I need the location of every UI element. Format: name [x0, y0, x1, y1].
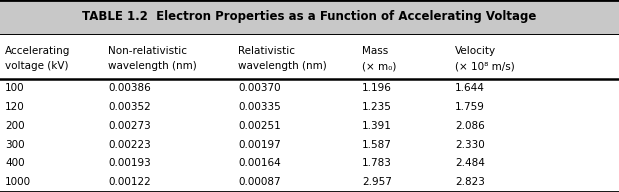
- Bar: [0, 173, 619, 192]
- Text: 1000: 1000: [5, 177, 31, 187]
- Text: 2.330: 2.330: [455, 140, 485, 150]
- Text: wavelength (nm): wavelength (nm): [108, 61, 197, 71]
- Text: voltage (kV): voltage (kV): [5, 61, 69, 71]
- Text: 120: 120: [5, 102, 25, 112]
- Text: 0.00251: 0.00251: [238, 121, 281, 131]
- Text: TABLE 1.2  Electron Properties as a Function of Accelerating Voltage: TABLE 1.2 Electron Properties as a Funct…: [82, 10, 537, 23]
- Bar: [0, 116, 619, 135]
- Text: 2.823: 2.823: [455, 177, 485, 187]
- Text: 2.086: 2.086: [455, 121, 485, 131]
- Bar: [0, 34, 619, 79]
- Text: 1.644: 1.644: [455, 83, 485, 93]
- Text: 200: 200: [5, 121, 25, 131]
- Text: 0.00386: 0.00386: [108, 83, 151, 93]
- Text: Non-relativistic: Non-relativistic: [108, 46, 188, 56]
- Text: 1.587: 1.587: [362, 140, 392, 150]
- Text: wavelength (nm): wavelength (nm): [238, 61, 327, 71]
- Text: Velocity: Velocity: [455, 46, 496, 56]
- Text: 0.00273: 0.00273: [108, 121, 151, 131]
- Text: 2.484: 2.484: [455, 158, 485, 168]
- Text: 2.957: 2.957: [362, 177, 392, 187]
- Bar: [0, 0, 619, 34]
- Bar: [0, 79, 619, 98]
- Text: 1.391: 1.391: [362, 121, 392, 131]
- Text: (× 10⁸ m/s): (× 10⁸ m/s): [455, 61, 515, 71]
- Text: 0.00122: 0.00122: [108, 177, 151, 187]
- Text: 300: 300: [5, 140, 25, 150]
- Text: 0.00335: 0.00335: [238, 102, 281, 112]
- Text: 1.759: 1.759: [455, 102, 485, 112]
- Text: 400: 400: [5, 158, 25, 168]
- Text: 0.00193: 0.00193: [108, 158, 151, 168]
- Text: Accelerating: Accelerating: [5, 46, 71, 56]
- Text: (× m₀): (× m₀): [362, 61, 397, 71]
- Bar: [0, 98, 619, 116]
- Text: 1.235: 1.235: [362, 102, 392, 112]
- Bar: [0, 135, 619, 154]
- Text: Mass: Mass: [362, 46, 388, 56]
- Text: 0.00352: 0.00352: [108, 102, 151, 112]
- Text: 0.00223: 0.00223: [108, 140, 151, 150]
- Bar: [0, 154, 619, 173]
- Text: 0.00164: 0.00164: [238, 158, 281, 168]
- Text: 100: 100: [5, 83, 25, 93]
- Text: 0.00370: 0.00370: [238, 83, 281, 93]
- Text: 0.00197: 0.00197: [238, 140, 281, 150]
- Text: Relativistic: Relativistic: [238, 46, 295, 56]
- Text: 0.00087: 0.00087: [238, 177, 281, 187]
- Text: 1.783: 1.783: [362, 158, 392, 168]
- Text: 1.196: 1.196: [362, 83, 392, 93]
